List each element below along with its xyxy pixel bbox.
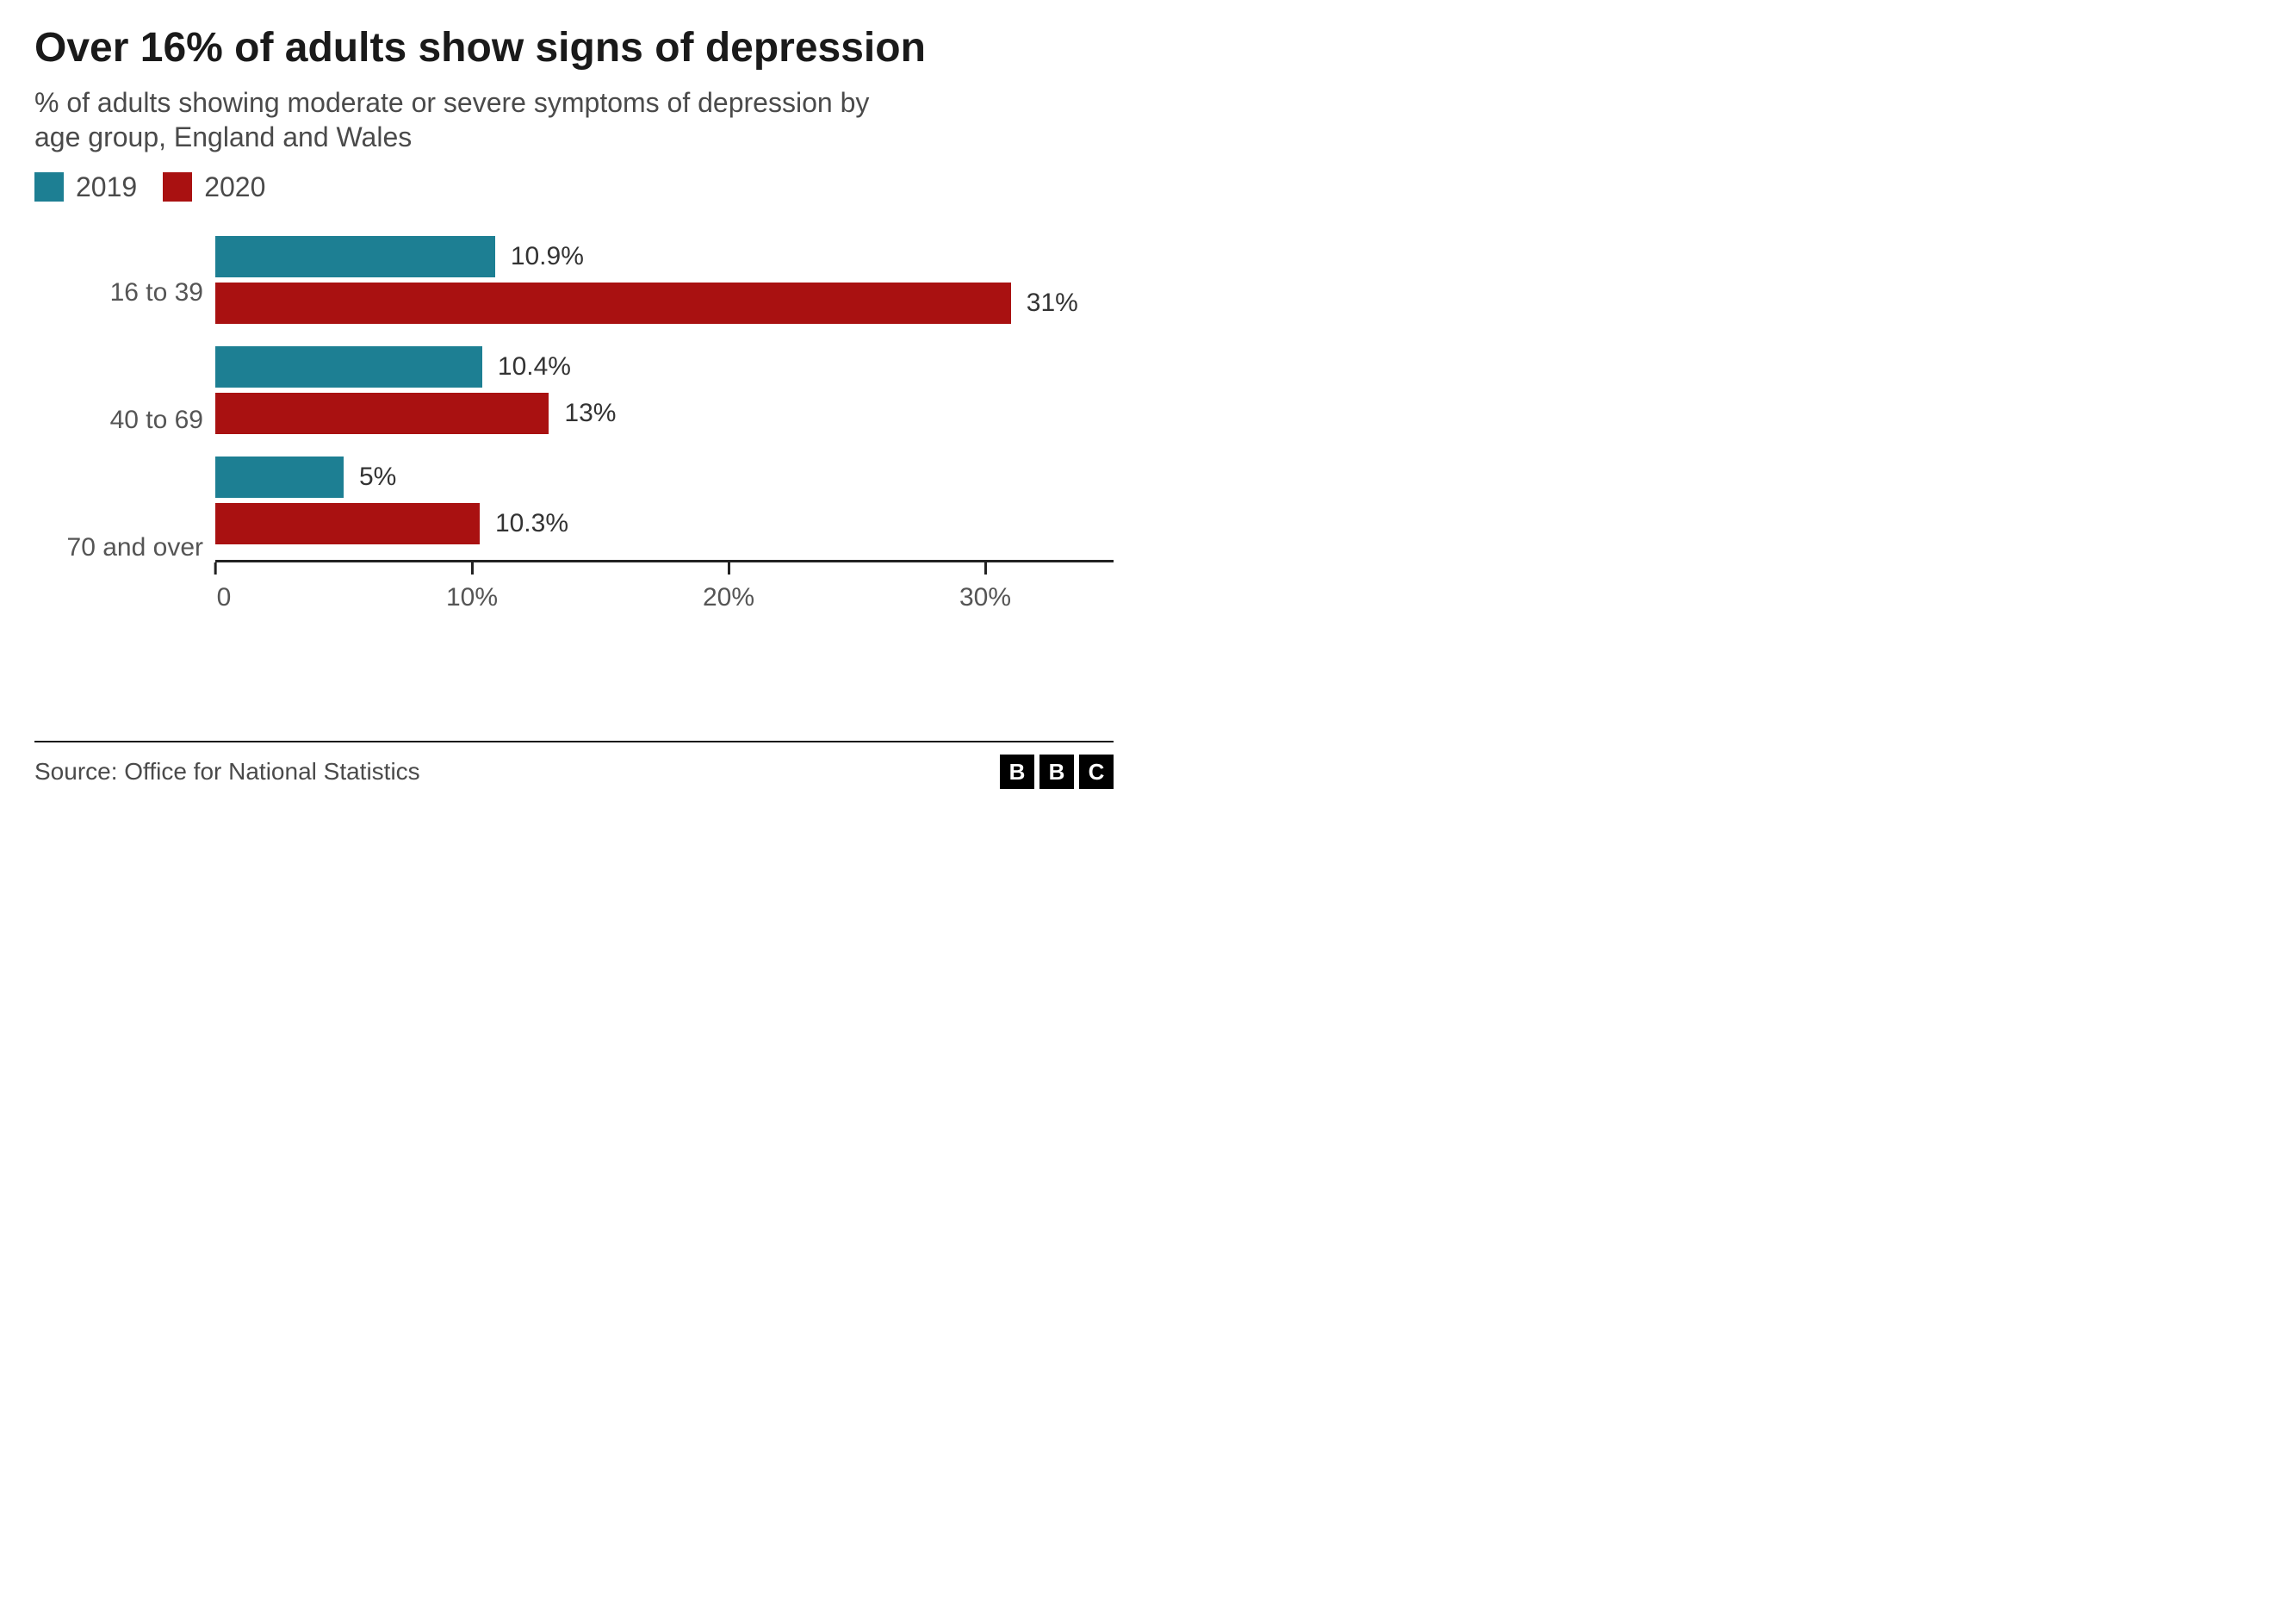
bbc-logo-letter: B [1039, 755, 1074, 789]
category-label: 16 to 39 [34, 237, 203, 349]
legend-swatch [34, 172, 64, 202]
bbc-logo-letter: C [1079, 755, 1114, 789]
legend-label: 2020 [204, 171, 265, 203]
bar-row: 5% [215, 457, 1114, 498]
tick-label: 30% [959, 583, 1011, 612]
bar-group: 10.4% 13% [215, 346, 1114, 434]
category-label: 40 to 69 [34, 364, 203, 476]
bar [215, 346, 482, 388]
chart-area: 16 to 39 40 to 69 70 and over 10.9% 31% 10.4… [34, 229, 1114, 612]
footer: Source: Office for National Statistics B… [34, 741, 1114, 789]
chart-title: Over 16% of adults show signs of depress… [34, 26, 1114, 71]
bar-value-label: 31% [1027, 289, 1078, 318]
x-axis: 0 10% 20% 30% [215, 560, 1114, 612]
bar-row: 31% [215, 283, 1114, 324]
y-axis-labels: 16 to 39 40 to 69 70 and over [34, 229, 215, 612]
x-tick: 20% [703, 562, 754, 612]
bar [215, 503, 480, 544]
x-tick: 10% [446, 562, 498, 612]
bar-row: 10.9% [215, 236, 1114, 277]
bar [215, 283, 1011, 324]
tick-label: 10% [446, 583, 498, 612]
bbc-logo: B B C [1000, 755, 1114, 789]
legend: 2019 2020 [34, 171, 1114, 203]
source-text: Source: Office for National Statistics [34, 758, 420, 786]
plot-area: 10.9% 31% 10.4% 13% 5% 10.3% 0 10% 20% 30% [215, 229, 1114, 612]
tick-mark [727, 562, 729, 575]
category-label: 70 and over [34, 492, 203, 604]
legend-item-2020: 2020 [163, 171, 265, 203]
bar-groups: 10.9% 31% 10.4% 13% 5% 10.3% [215, 229, 1114, 555]
legend-label: 2019 [76, 171, 137, 203]
bar-row: 10.4% [215, 346, 1114, 388]
tick-mark [984, 562, 986, 575]
bar-group: 10.9% 31% [215, 236, 1114, 324]
bar-group: 5% 10.3% [215, 457, 1114, 544]
bar-value-label: 13% [564, 399, 616, 428]
bar-row: 13% [215, 393, 1114, 434]
bar-value-label: 10.9% [511, 242, 584, 271]
bar-row: 10.3% [215, 503, 1114, 544]
bbc-logo-letter: B [1000, 755, 1034, 789]
x-tick: 30% [959, 562, 1011, 612]
bar [215, 236, 495, 277]
x-tick: 0 [208, 562, 223, 612]
bar [215, 457, 344, 498]
tick-mark [470, 562, 473, 575]
bar-value-label: 10.3% [495, 509, 568, 538]
bar [215, 393, 549, 434]
chart-subtitle: % of adults showing moderate or severe s… [34, 85, 896, 154]
tick-label: 20% [703, 583, 754, 612]
bar-value-label: 10.4% [498, 352, 571, 382]
tick-mark [214, 562, 217, 575]
legend-item-2019: 2019 [34, 171, 137, 203]
tick-label: 0 [217, 583, 232, 612]
bar-value-label: 5% [359, 463, 396, 492]
legend-swatch [163, 172, 192, 202]
